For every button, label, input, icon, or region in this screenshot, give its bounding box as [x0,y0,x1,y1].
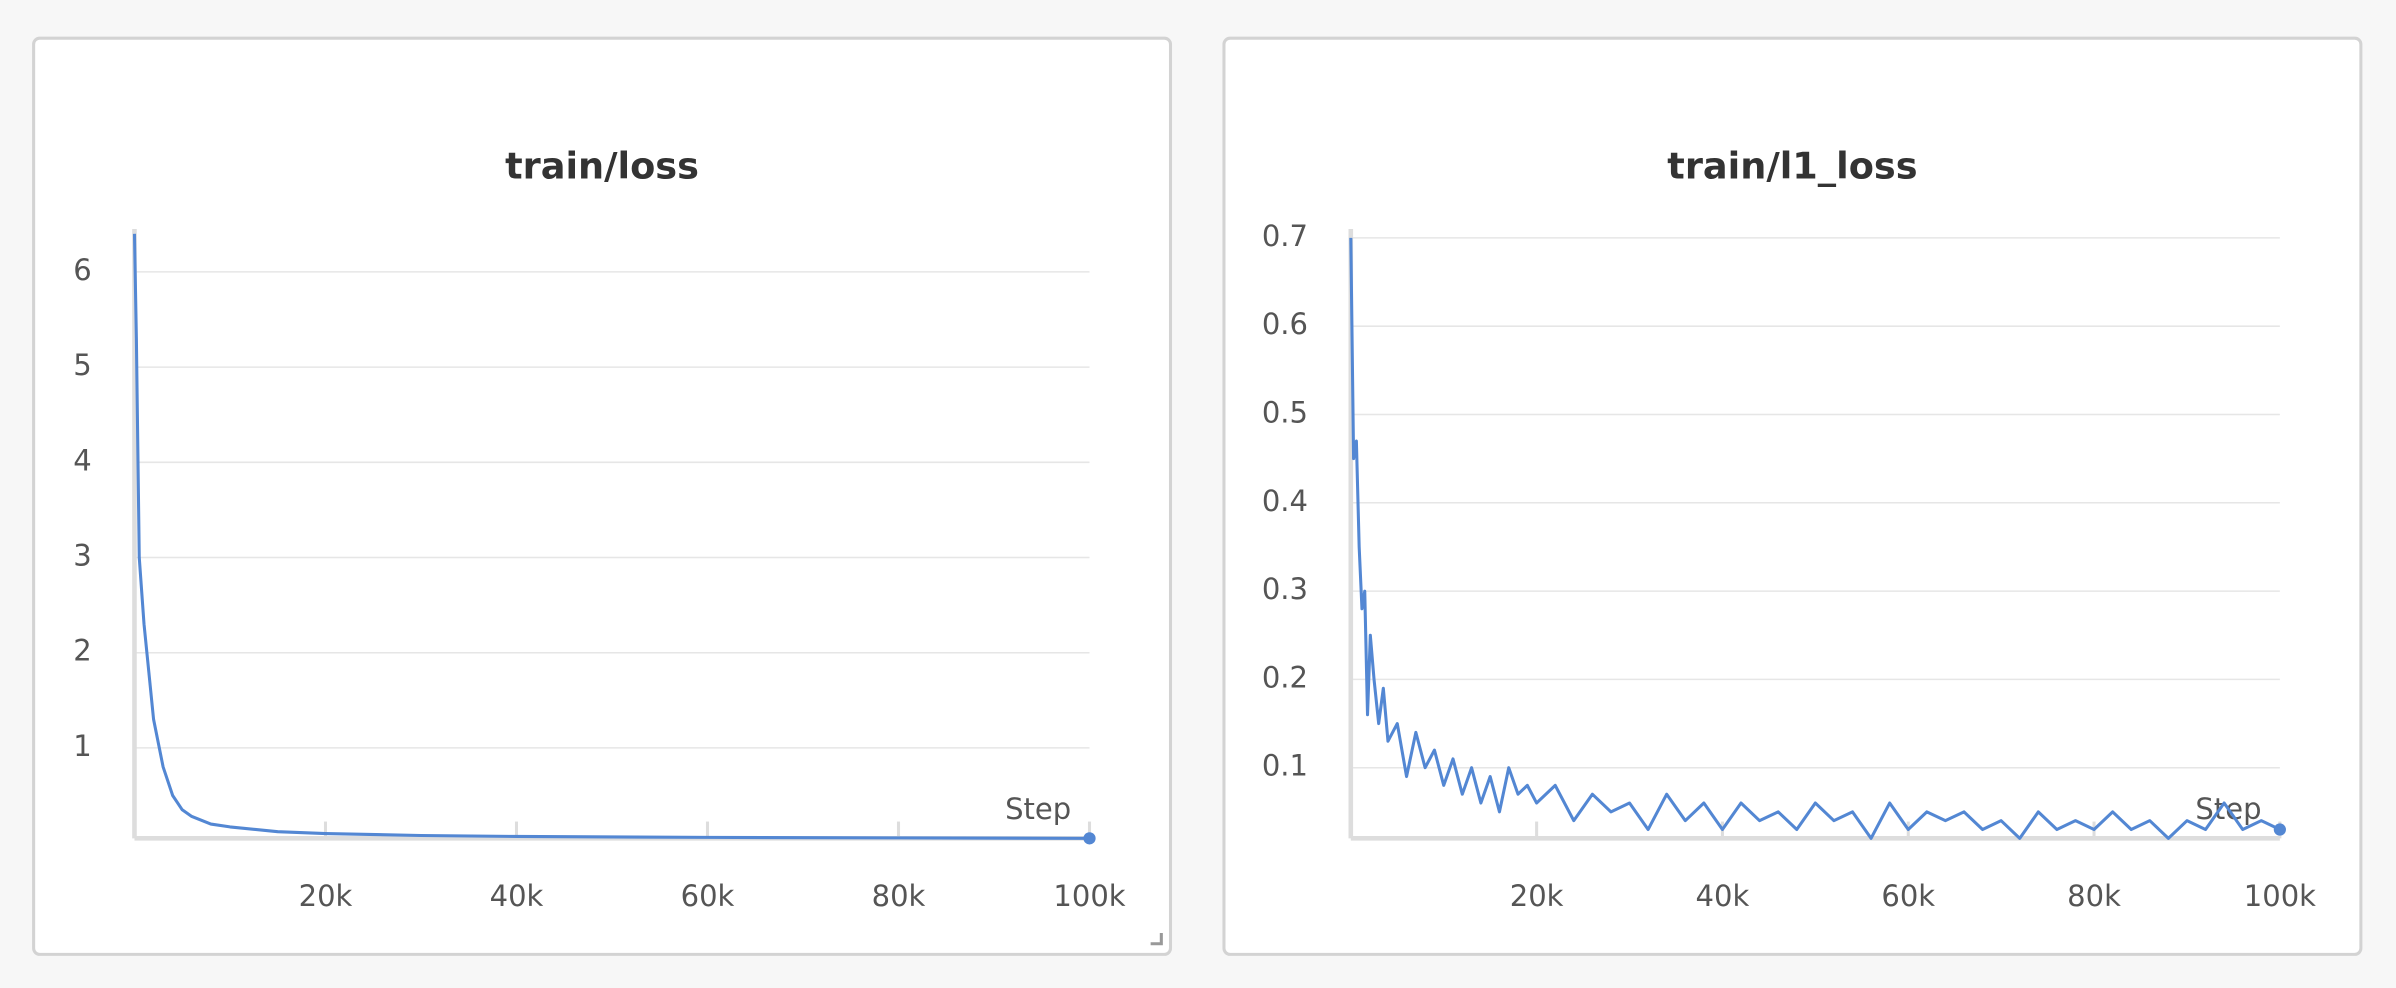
x-tick-label: 80k [872,879,926,913]
data-line [132,233,1090,840]
y-tick-label: 0.1 [1262,749,1308,783]
panel [32,36,1173,956]
x-tick-label: 40k [1696,879,1750,913]
x-axis-label: Step [1005,792,1071,826]
chart-title: train/l1_loss [1667,144,1917,187]
chart-title: train/loss [505,144,699,187]
y-tick-label: 1 [73,729,91,763]
y-tick-label: 0.3 [1262,572,1308,606]
x-tick-label: 20k [1510,879,1564,913]
resize-handle[interactable] [1150,933,1163,946]
x-tick-label: 100k [1053,879,1125,913]
y-tick-label: 2 [73,634,91,668]
y-tick-label: 0.4 [1262,484,1308,518]
end-point [2273,823,2286,836]
y-tick-label: 0.7 [1262,219,1308,253]
y-tick-label: 0.6 [1262,307,1308,341]
panel [1222,36,2363,956]
x-tick-label: 60k [681,879,735,913]
x-tick-label: 60k [1881,879,1935,913]
y-tick-label: 0.5 [1262,396,1308,430]
y-tick-label: 3 [73,539,91,573]
x-tick-label: 40k [490,879,544,913]
end-point [1083,832,1096,845]
x-tick-label: 80k [2067,879,2121,913]
x-tick-label: 100k [2244,879,2316,913]
x-tick-label: 20k [299,879,353,913]
y-tick-label: 6 [73,253,91,287]
y-tick-label: 4 [73,443,91,477]
data-line [1349,237,2281,840]
y-tick-label: 5 [73,348,91,382]
y-tick-label: 0.2 [1262,660,1308,694]
